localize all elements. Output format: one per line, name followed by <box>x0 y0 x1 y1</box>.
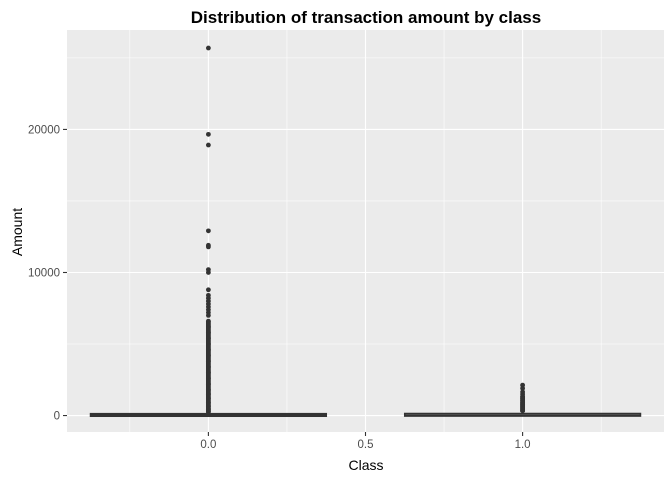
outlier-point <box>205 244 211 250</box>
x-tick-label: 0.0 <box>200 439 216 451</box>
axes: 0.0 0.5 1.0 0 10000 20000 <box>28 124 531 451</box>
outlier-band <box>205 321 211 413</box>
outlier-point <box>205 142 211 148</box>
chart-title: Distribution of transaction amount by cl… <box>191 8 541 27</box>
y-tick-label: 20000 <box>28 124 60 136</box>
y-tick-label: 0 <box>54 411 60 423</box>
x-axis-title: Class <box>348 457 383 473</box>
outlier-point <box>205 131 211 137</box>
outlier-point <box>205 228 211 234</box>
y-tick-label: 10000 <box>28 267 60 279</box>
outlier-point <box>205 287 211 293</box>
outlier-band <box>520 396 526 412</box>
x-tick-label: 0.5 <box>358 439 374 451</box>
data-layer <box>89 45 642 418</box>
outlier-point <box>205 313 211 318</box>
y-axis-title: Amount <box>9 208 25 256</box>
outlier-point <box>205 270 211 275</box>
outlier-point <box>520 385 526 391</box>
x-tick-label: 1.0 <box>515 439 531 451</box>
outlier-point <box>205 45 211 51</box>
